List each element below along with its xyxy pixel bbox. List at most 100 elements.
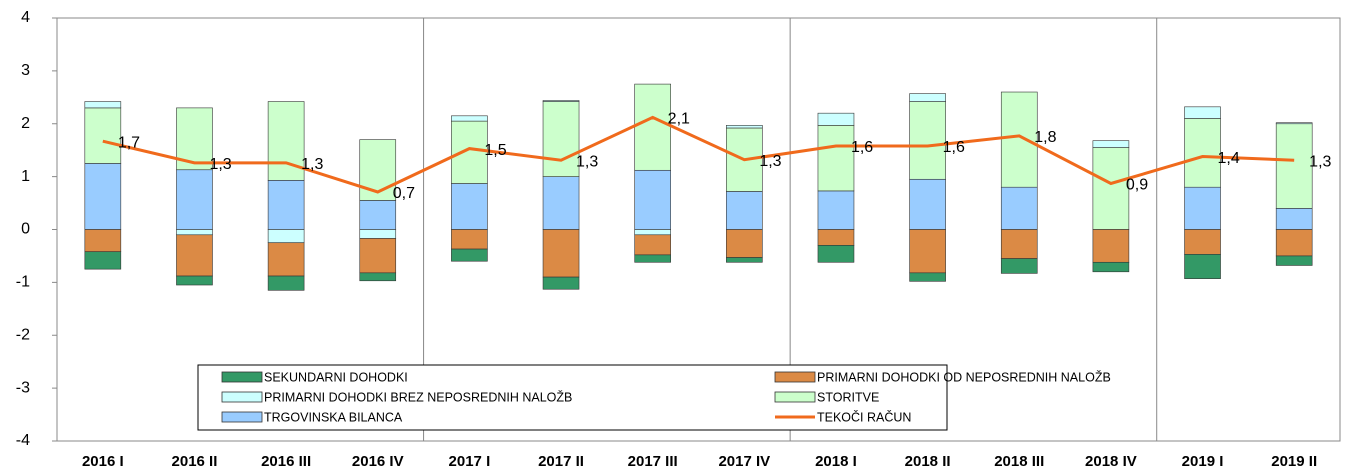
x-tick-label: 2019 I (1182, 453, 1224, 470)
bar-segment (817, 125, 855, 192)
legend-swatch (774, 371, 816, 383)
bar-segment (726, 191, 763, 230)
bar-segment (359, 238, 397, 274)
bar-segment (84, 251, 122, 270)
bar-segment (542, 276, 580, 290)
x-tick-label: 2017 II (538, 453, 584, 470)
bar-segment (451, 115, 488, 122)
bar-segment (176, 169, 213, 230)
bar-segment (84, 163, 122, 230)
bar-segment (1184, 254, 1221, 279)
y-tick-label: 1 (21, 168, 30, 185)
bar-segment (176, 234, 213, 277)
bar-segment (542, 101, 580, 177)
bar-segment (359, 272, 397, 282)
data-label: 1,3 (209, 156, 231, 173)
x-tick-label: 2018 I (815, 453, 857, 470)
x-tick-label: 2019 II (1271, 453, 1317, 470)
bar-segment (1184, 118, 1221, 188)
data-label: 1,6 (943, 139, 965, 156)
data-label: 1,3 (1309, 153, 1331, 170)
data-label: 1,8 (1034, 129, 1056, 146)
legend-swatch (221, 391, 263, 403)
bar-segment (1000, 91, 1038, 188)
legend-label: PRIMARNI DOHODKI BREZ NEPOSREDNIH NALOŽB (264, 389, 572, 404)
legend-swatch (221, 371, 263, 383)
y-tick-label: 3 (21, 62, 30, 79)
data-label: 0,9 (1126, 177, 1148, 194)
bar-segment (1275, 255, 1313, 266)
bar-segment (267, 101, 305, 181)
bar-segment (359, 200, 397, 230)
bar-segment (359, 139, 397, 201)
legend-box (197, 364, 948, 431)
data-label: 1,3 (301, 156, 323, 173)
bar-segment (451, 120, 488, 184)
line-series (102, 115, 1295, 194)
bar-segment (1184, 186, 1221, 230)
y-tick-label: 0 (21, 221, 30, 238)
bar-segment (1000, 258, 1038, 274)
legend-label: SEKUNDARNI DOHODKI (264, 370, 408, 384)
legend-label: PRIMARNI DOHODKI OD NEPOSREDNIH NALOŽB (817, 369, 1111, 384)
bar-segment (1275, 122, 1313, 125)
legend-swatch (774, 391, 816, 403)
bar-segment (451, 229, 488, 250)
legend-label: TRGOVINSKA BILANCA (264, 410, 403, 424)
data-label: 2,1 (668, 111, 690, 128)
bar-segment (542, 229, 580, 278)
bar-segment (1092, 147, 1130, 230)
legend-label: STORITVE (817, 390, 879, 404)
data-label: 1,3 (759, 153, 781, 170)
y-tick-label: 4 (21, 9, 30, 26)
y-tick-label: -3 (16, 379, 30, 396)
data-label: 1,7 (118, 134, 140, 151)
bar-segment (634, 229, 671, 236)
bar-segment (176, 275, 213, 286)
y-tick-label: -4 (16, 432, 30, 449)
x-tick-label: 2016 III (261, 453, 311, 470)
bar-segment (909, 178, 946, 230)
bar-segment (359, 229, 397, 239)
bar-segment (817, 245, 855, 263)
bar-segment (1092, 261, 1130, 273)
bar-segment (726, 125, 763, 129)
bar-segment (267, 242, 305, 277)
bar-segment (84, 229, 122, 253)
bar-segment (817, 229, 855, 246)
bar-segment (634, 254, 671, 263)
data-label: 1,6 (851, 139, 873, 156)
legend-label: TEKOČI RAČUN (817, 409, 911, 424)
bar-segment (634, 83, 671, 171)
bar-segment (267, 229, 305, 244)
bar-segment (176, 229, 213, 236)
legend-swatch (221, 411, 263, 423)
bar-segment (909, 272, 946, 282)
bar-segment (542, 100, 580, 102)
bar-segment (817, 112, 855, 126)
bar-segment (451, 183, 488, 230)
bar-segment (1092, 229, 1130, 263)
bar-segment (634, 169, 671, 230)
x-tick-label: 2017 III (628, 453, 678, 470)
x-tick-label: 2017 I (449, 453, 491, 470)
bar-segment (1275, 229, 1313, 257)
x-tick-label: 2017 IV (718, 453, 770, 470)
bar-segment (542, 176, 580, 230)
bar-segment (267, 275, 305, 291)
bar-segment (726, 229, 763, 258)
data-label: 1,5 (484, 142, 506, 159)
bar-segment (1184, 229, 1221, 255)
bar-segment (1092, 140, 1130, 148)
bar-segment (84, 107, 122, 164)
data-label: 1,3 (576, 153, 598, 170)
y-tick-label: -2 (16, 326, 30, 343)
x-tick-label: 2016 II (172, 453, 218, 470)
bar-segment (1275, 208, 1313, 230)
bar-segment (726, 257, 763, 263)
bar-segment (267, 180, 305, 230)
x-tick-label: 2018 IV (1085, 453, 1137, 470)
data-label: 0,7 (393, 185, 415, 202)
x-tick-label: 2016 I (82, 453, 124, 470)
